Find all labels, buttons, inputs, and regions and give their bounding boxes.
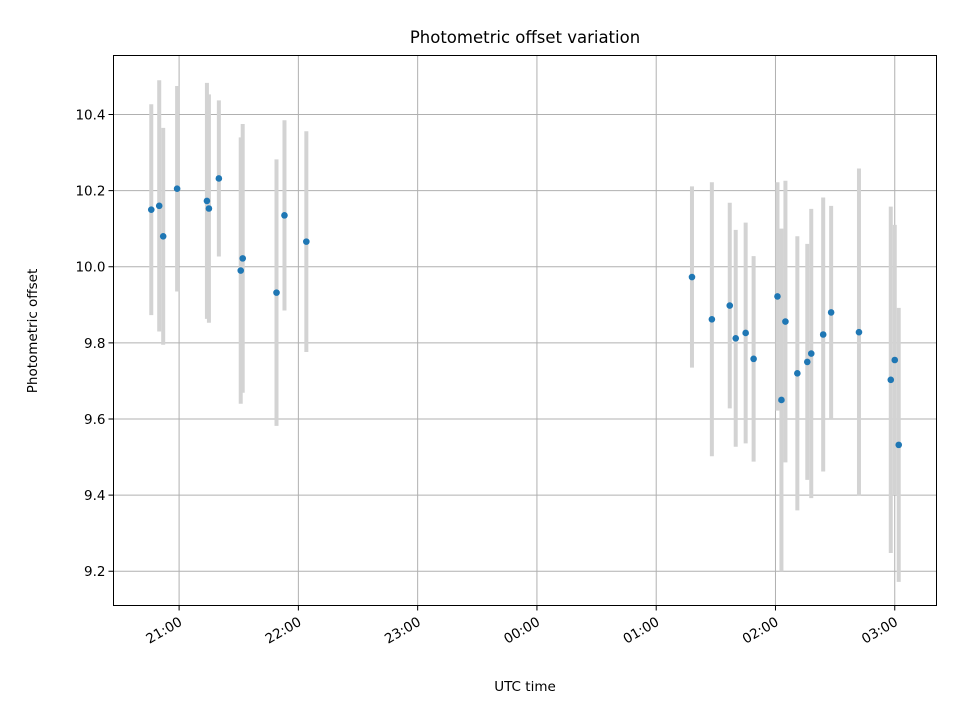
- error-bars: [149, 80, 901, 582]
- x-tick-label: 02:00: [740, 614, 782, 647]
- y-tick-label: 9.6: [84, 412, 105, 428]
- data-point: [273, 289, 280, 296]
- data-point: [774, 293, 781, 300]
- x-tick-label: 03:00: [859, 614, 901, 647]
- x-axis-label: UTC time: [494, 679, 556, 695]
- data-point: [819, 331, 827, 338]
- chart-title: Photometric offset variation: [410, 28, 640, 47]
- data-point: [778, 396, 785, 404]
- data-point: [237, 267, 245, 274]
- y-axis-label: Photometric offset: [25, 269, 41, 393]
- data-point: [173, 185, 181, 193]
- data-point: [205, 205, 213, 212]
- data-point: [782, 318, 789, 325]
- x-tick-label: 22:00: [263, 614, 305, 647]
- data-point: [807, 350, 815, 357]
- data-point: [887, 376, 895, 384]
- data-point: [159, 232, 167, 240]
- data-point: [827, 309, 835, 316]
- x-tick-label: 00:00: [501, 614, 543, 647]
- data-point: [732, 335, 740, 342]
- data-point: [688, 273, 696, 281]
- data-point: [794, 370, 801, 377]
- y-tick-label: 9.2: [84, 564, 105, 580]
- data-point: [750, 355, 757, 363]
- data-point: [215, 175, 223, 182]
- data-point: [708, 315, 716, 323]
- data-point: [895, 441, 903, 449]
- data-point: [155, 202, 163, 210]
- x-tick-label: 23:00: [382, 614, 424, 647]
- data-point: [239, 255, 247, 262]
- y-tick-label: 10.2: [75, 184, 105, 200]
- y-tick-label: 10.4: [75, 107, 105, 123]
- data-point: [855, 328, 863, 336]
- x-tick-label: 21:00: [143, 614, 185, 647]
- y-tick-label: 9.8: [84, 336, 105, 352]
- data-point: [726, 302, 734, 309]
- data-point: [742, 329, 749, 337]
- x-tick-label: 01:00: [621, 614, 663, 647]
- data-points: [147, 175, 903, 449]
- y-tick-label: 9.4: [84, 488, 105, 504]
- data-point: [281, 212, 288, 219]
- data-point: [147, 206, 155, 213]
- data-point: [203, 197, 211, 205]
- data-point: [803, 358, 811, 366]
- y-tick-label: 10.0: [75, 260, 105, 276]
- data-point: [891, 356, 899, 364]
- data-point: [303, 238, 310, 245]
- plot-frame: [113, 55, 937, 606]
